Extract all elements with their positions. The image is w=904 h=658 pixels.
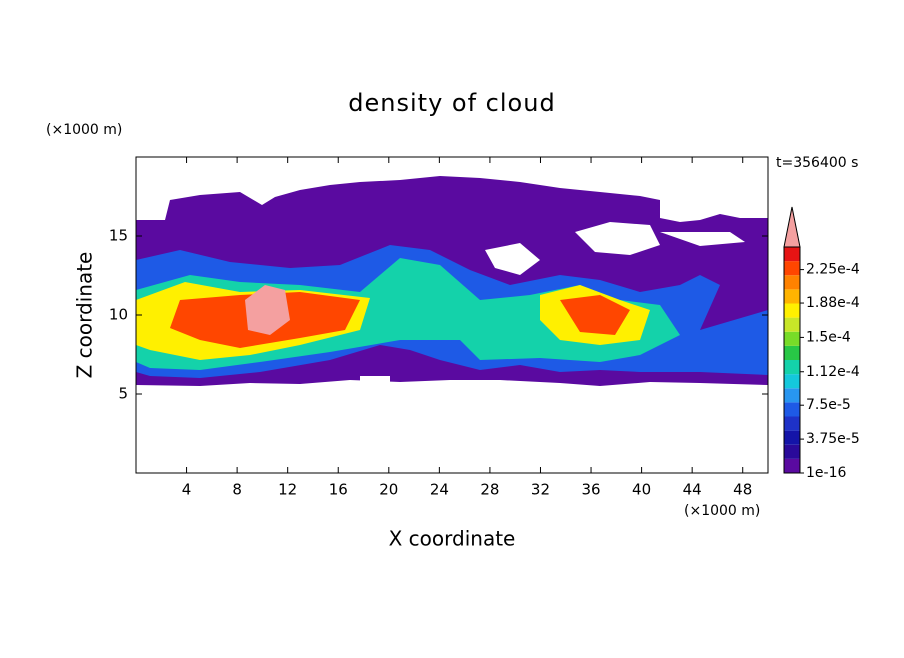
cloud-gap (360, 222, 745, 383)
colorbar-band (784, 402, 800, 417)
y-tick-label: 10 (109, 306, 128, 324)
colorbar-band (784, 458, 800, 473)
colorbar-band (784, 247, 800, 262)
x-unit: (×1000 m) (684, 503, 760, 519)
y-tick-label: 5 (118, 385, 128, 403)
colorbar-tick-label: 1e-16 (806, 465, 846, 481)
x-tick-label: 8 (232, 481, 242, 499)
colorbar-band (784, 303, 800, 318)
contour-field (136, 176, 768, 386)
colorbar-band (784, 360, 800, 375)
y-unit: (×1000 m) (46, 122, 122, 138)
colorbar-band (784, 345, 800, 360)
x-tick-label: 44 (683, 481, 702, 499)
x-tick-label: 20 (379, 481, 398, 499)
x-tick-label: 16 (329, 481, 348, 499)
colorbar-frame (783, 246, 801, 474)
y-tick-label: 15 (109, 227, 128, 245)
cloud-peak (245, 285, 290, 335)
time-annotation: t=356400 s (776, 155, 858, 171)
colorbar-band (784, 289, 800, 304)
colorbar-band (784, 444, 800, 459)
x-tick-label: 32 (531, 481, 550, 499)
x-tick-label: 40 (632, 481, 651, 499)
colorbar-band (784, 317, 800, 332)
x-axis-label: X coordinate (389, 527, 516, 551)
colorbar-over (783, 206, 801, 248)
colorbar-tick-label: 1.12e-4 (806, 364, 860, 380)
colorbar-tick-label: 2.25e-4 (806, 262, 860, 278)
x-tick-label: 48 (733, 481, 752, 499)
x-tick-label: 36 (581, 481, 600, 499)
colorbar-band (784, 430, 800, 445)
chart-title: density of cloud (348, 89, 555, 117)
colorbar-band (784, 331, 800, 346)
colorbar-band (784, 416, 800, 431)
colorbar-tick-label: 7.5e-5 (806, 397, 851, 413)
y-axis-label: Z coordinate (73, 252, 97, 379)
colorbar-band (784, 261, 800, 276)
colorbar-band (784, 275, 800, 290)
x-tick-label: 24 (430, 481, 449, 499)
colorbar-tick-label: 1.88e-4 (806, 295, 860, 311)
colorbar-band (784, 374, 800, 389)
colorbar-tick-label: 3.75e-5 (806, 431, 860, 447)
colorbar-band (784, 388, 800, 403)
colorbar-tick-label: 1.5e-4 (806, 329, 851, 345)
x-tick-label: 12 (278, 481, 297, 499)
x-tick-label: 4 (182, 481, 192, 499)
x-tick-label: 28 (480, 481, 499, 499)
